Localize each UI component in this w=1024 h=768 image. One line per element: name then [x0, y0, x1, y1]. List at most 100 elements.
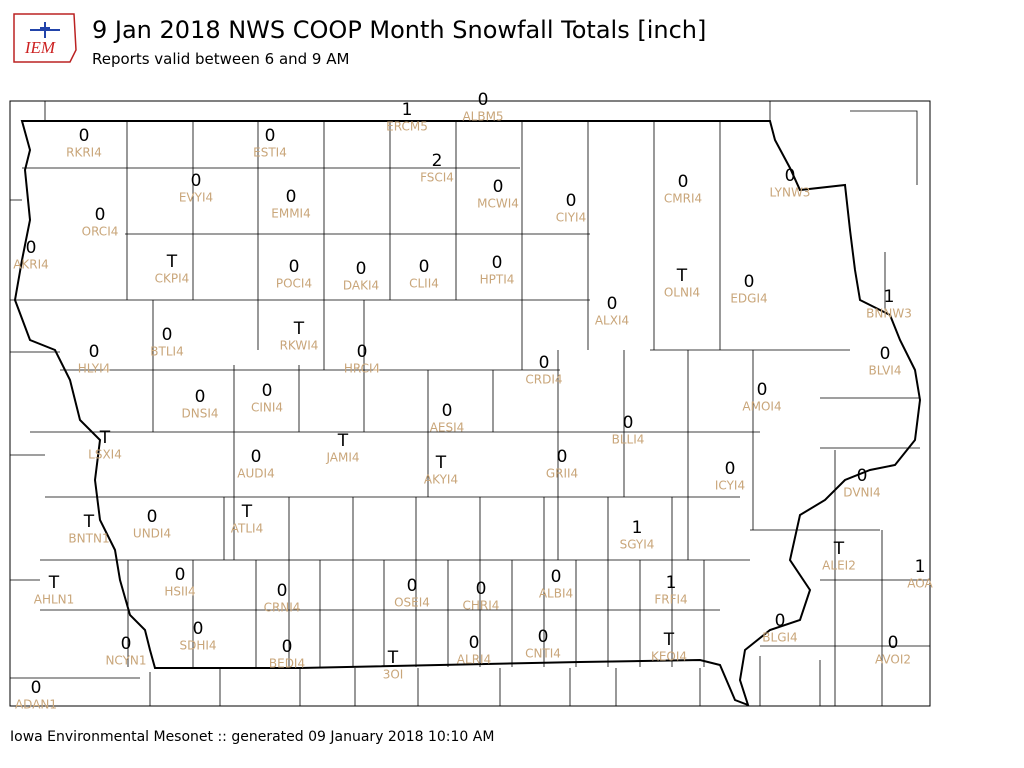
station-id: ATLI4	[231, 522, 263, 536]
station-id: HRCI4	[344, 362, 380, 376]
station-value: 0	[493, 177, 504, 197]
station-value: T	[435, 453, 447, 473]
station-value: 0	[191, 171, 202, 191]
county-lines	[10, 101, 930, 706]
station-value: 0	[551, 567, 562, 587]
map	[9, 100, 931, 707]
station-id: OLNI4	[664, 286, 700, 300]
station-value: 0	[262, 381, 273, 401]
station-value: 0	[121, 634, 132, 654]
station-id: LYNW3	[770, 186, 811, 200]
station-value: 1	[884, 287, 895, 307]
station-id: BTLI4	[150, 345, 183, 359]
station-value: 0	[265, 126, 276, 146]
station-value: T	[99, 428, 111, 448]
station-id: AKRI4	[13, 258, 49, 272]
station-id: HLYI4	[78, 362, 111, 376]
station-value: 0	[442, 401, 453, 421]
station-id: JAMI4	[325, 451, 359, 465]
station-id: AVOI2	[875, 653, 911, 667]
station-id: LSXI4	[88, 448, 122, 462]
station-id: HPTI4	[480, 273, 515, 287]
station-id: ALBI4	[539, 587, 573, 601]
station-id: UNDI4	[133, 527, 171, 541]
station-id: CNTI4	[525, 647, 561, 661]
station-value: 0	[757, 380, 768, 400]
station-value: 0	[775, 611, 786, 631]
station-value: 0	[251, 447, 262, 467]
station-id: CINI4	[251, 401, 283, 415]
station-id: OSEI4	[394, 596, 430, 610]
station-value: 0	[79, 126, 90, 146]
logo: IEM	[13, 13, 77, 63]
station-value: 1	[666, 573, 677, 593]
station-value: 0	[89, 342, 100, 362]
station-value: 0	[419, 257, 430, 277]
station-value: 0	[286, 187, 297, 207]
station-value: 0	[557, 447, 568, 467]
station-value: 0	[289, 257, 300, 277]
station-id: CRNI4	[264, 601, 301, 615]
station-value: 0	[282, 637, 293, 657]
station-id: ERCM5	[386, 120, 428, 134]
station-value: 0	[888, 633, 899, 653]
station-id: CLII4	[409, 277, 439, 291]
station-id: GRII4	[546, 467, 578, 481]
station-value: 0	[26, 238, 37, 258]
station-value: 0	[857, 466, 868, 486]
station-id: AKYI4	[424, 473, 458, 487]
station-value: 0	[785, 166, 796, 186]
station-id: FSCI4	[420, 171, 454, 185]
station-value: 0	[880, 344, 891, 364]
station-value: 0	[725, 459, 736, 479]
station-value: 0	[195, 387, 206, 407]
station-id: ALEI2	[822, 559, 856, 573]
station-value: 0	[357, 342, 368, 362]
station-id: CKPI4	[155, 272, 190, 286]
station-value: 2	[432, 151, 443, 171]
station-value: 0	[566, 191, 577, 211]
station-value: 0	[476, 579, 487, 599]
title: 9 Jan 2018 NWS COOP Month Snowfall Total…	[92, 16, 706, 44]
station-id: RKWI4	[280, 339, 319, 353]
station-id: RKRI4	[66, 146, 102, 160]
station-value: T	[166, 252, 178, 272]
station-id: BNTN1	[68, 532, 109, 546]
station-id: FRFI4	[654, 593, 687, 607]
station-value: 0	[539, 353, 550, 373]
station-value: T	[387, 648, 399, 668]
station-id: EVYI4	[179, 191, 213, 205]
subtitle: Reports valid between 6 and 9 AM	[92, 50, 349, 68]
station-id: AHLN1	[34, 593, 75, 607]
station-id: CRDI4	[525, 373, 562, 387]
station-value: 0	[31, 678, 42, 698]
station-value: 0	[744, 272, 755, 292]
station-id: AESI4	[430, 421, 465, 435]
station-id: ALBM5	[462, 110, 503, 124]
station-id: ALXI4	[595, 314, 629, 328]
station-id: EMMI4	[271, 207, 310, 221]
station-id: ORCI4	[82, 225, 119, 239]
station-id: DNSI4	[181, 407, 218, 421]
station-id: BEDI4	[269, 657, 305, 671]
station-id: DAKI4	[343, 279, 379, 293]
station-value: 0	[175, 565, 186, 585]
station-id: AUDI4	[237, 467, 274, 481]
station-value: 0	[478, 90, 489, 110]
station-id: ADAN1	[15, 698, 57, 712]
station-id: AMOI4	[742, 400, 781, 414]
station-id: 3OI	[383, 668, 404, 682]
station-id: BNNW3	[866, 307, 912, 321]
map-frame	[9, 100, 931, 707]
station-value: 1	[632, 518, 643, 538]
station-id: EDGI4	[730, 292, 767, 306]
station-id: ICYI4	[715, 479, 745, 493]
station-id: AOA	[907, 577, 933, 591]
station-value: 0	[356, 259, 367, 279]
station-value: 0	[623, 413, 634, 433]
station-value: T	[83, 512, 95, 532]
station-value: 0	[277, 581, 288, 601]
